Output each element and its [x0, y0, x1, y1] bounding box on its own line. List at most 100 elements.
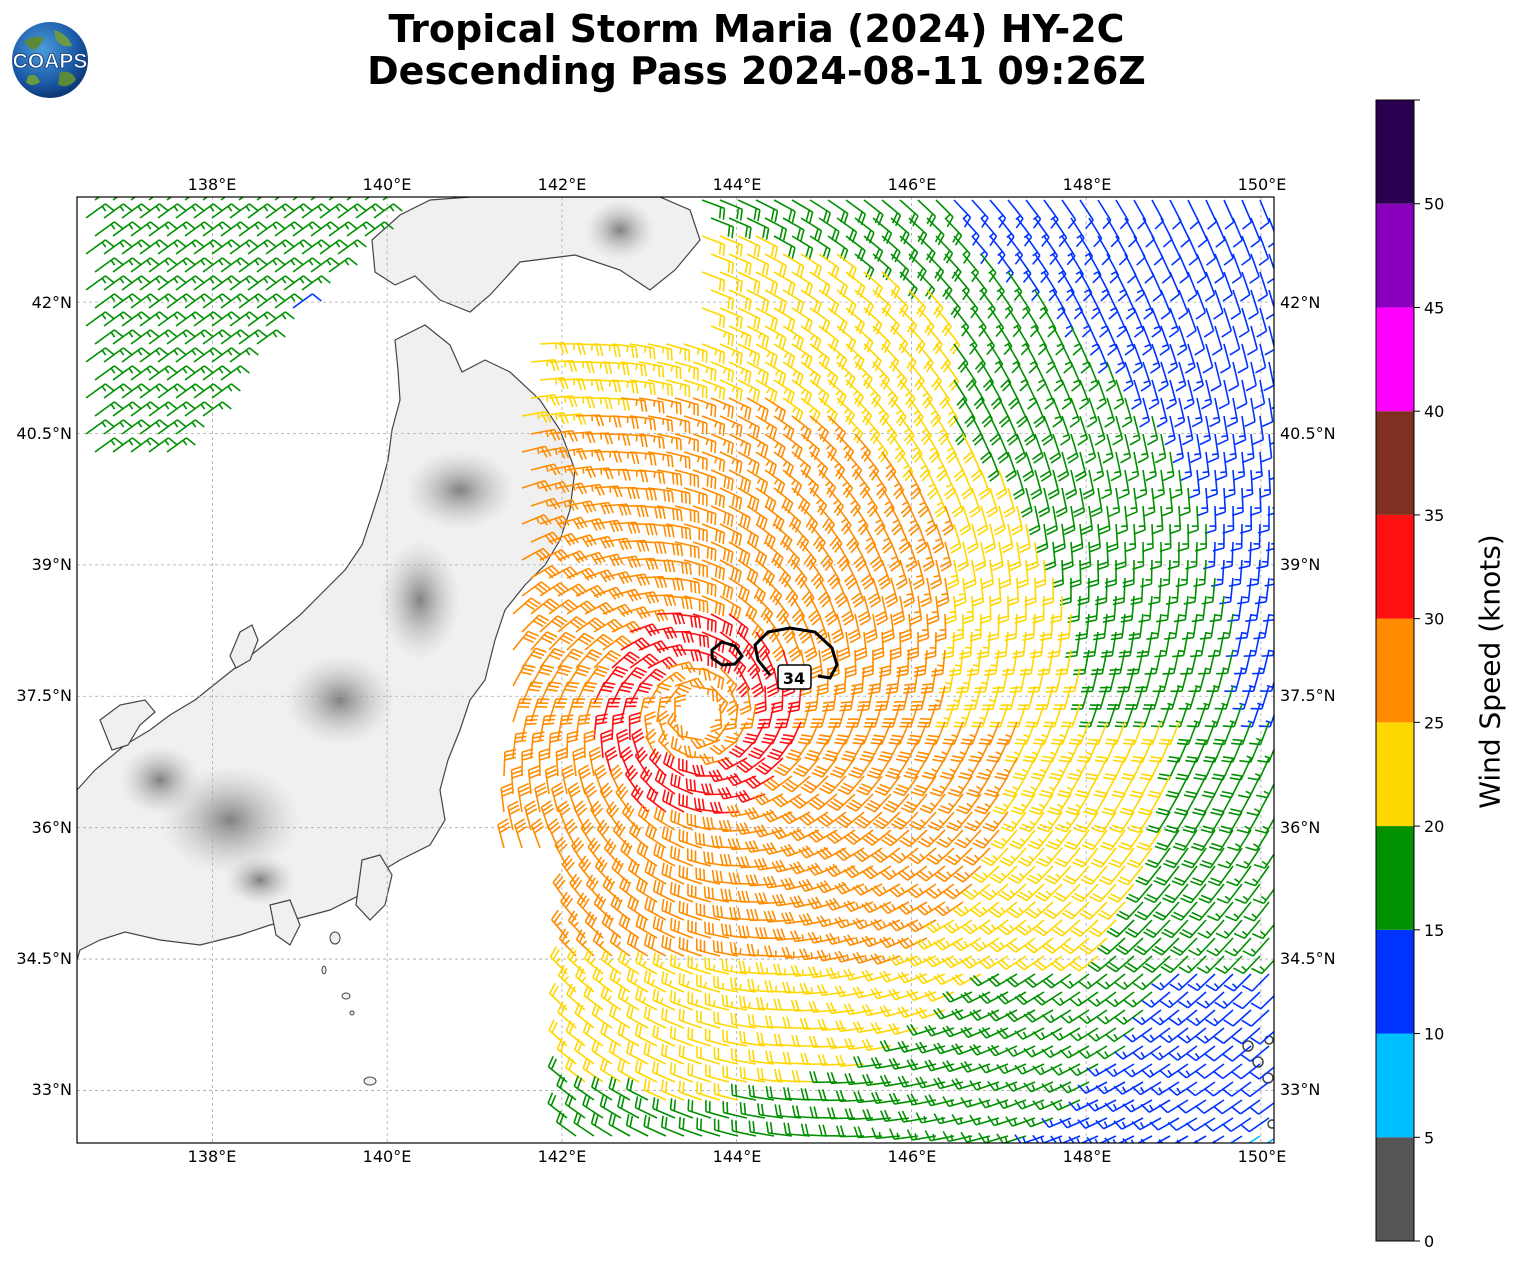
wind-barb	[692, 433, 717, 454]
wind-barb	[764, 289, 787, 313]
lon-tick-bottom-148: 148°E	[1063, 1147, 1112, 1166]
wind-barb	[890, 433, 906, 463]
colorbar-bin	[1376, 1033, 1414, 1138]
wind-barb	[719, 451, 743, 474]
wind-barb	[890, 253, 910, 281]
wind-barb	[1225, 433, 1237, 463]
wind-barb	[1140, 361, 1152, 392]
wind-barb	[845, 379, 864, 408]
wind-barb	[764, 253, 787, 277]
wind-barb	[926, 397, 942, 428]
wind-barb	[737, 235, 761, 258]
lat-tick-right-36: 36°N	[1280, 818, 1320, 837]
wind-barb	[818, 217, 840, 243]
wind-barb	[1265, 289, 1274, 320]
wind-barb	[1070, 325, 1083, 356]
wind-barb	[962, 433, 975, 464]
wind-barb	[737, 379, 761, 403]
wind-barb	[908, 217, 928, 245]
wind-barb	[1201, 379, 1213, 410]
wind-barb	[1223, 199, 1235, 230]
wind-barb	[629, 379, 656, 396]
wind-barb	[755, 379, 778, 404]
wind-barb	[1016, 397, 1028, 428]
colorbar-tick-label: 25	[1424, 713, 1444, 732]
wind-barb	[665, 343, 690, 362]
wind-barb	[1193, 361, 1205, 392]
lon-tick-bottom-140: 140°E	[363, 1147, 412, 1166]
wind-barb	[1183, 379, 1195, 410]
lat-tick-left-36: 36°N	[32, 818, 72, 837]
wind-barb	[764, 397, 787, 422]
wind-barb	[1162, 451, 1175, 482]
wind-barb	[1137, 433, 1149, 464]
wind-barb	[683, 415, 708, 435]
wind-barb	[854, 325, 874, 353]
wind-barb	[1088, 361, 1099, 392]
wind-barb	[701, 343, 726, 364]
wind-barb	[782, 361, 804, 387]
wind-barb	[1168, 307, 1180, 338]
wind-barb	[1209, 397, 1221, 428]
wind-barb	[989, 415, 1002, 446]
wind-barb	[1258, 235, 1270, 266]
wind-barb	[746, 397, 769, 421]
wind-barb	[683, 451, 708, 471]
wind-barb	[746, 217, 770, 240]
wind-barb	[1115, 343, 1126, 374]
wind-barb	[1057, 451, 1070, 482]
wind-barb	[602, 433, 631, 446]
plot-title: Tropical Storm Maria (2024) HY-2C Descen…	[0, 8, 1513, 92]
wind-barb	[1245, 361, 1257, 392]
wind-barb	[1104, 397, 1116, 428]
wind-barb	[908, 361, 925, 391]
wind-barb	[997, 433, 1010, 464]
wind-barb	[863, 451, 880, 481]
wind-barb	[701, 451, 726, 473]
wind-barb	[791, 307, 813, 333]
wind-barb	[1176, 325, 1188, 356]
colorbar-bin	[1376, 514, 1414, 619]
wind-barb	[746, 361, 769, 385]
wind-barb	[881, 451, 897, 481]
wind-barb	[782, 217, 805, 242]
wind-barb	[872, 289, 892, 317]
wind-barb	[1199, 415, 1212, 446]
wind-barb	[773, 271, 796, 296]
title-line-2: Descending Pass 2024-08-11 09:26Z	[367, 49, 1146, 93]
wind-barb	[1060, 415, 1071, 446]
wind-barb	[1248, 289, 1259, 320]
wind-barb	[944, 325, 961, 355]
coaps-logo: COAPS	[12, 22, 88, 98]
wind-barb	[791, 271, 814, 296]
wind-barb	[719, 199, 743, 221]
wind-barb	[755, 307, 778, 331]
wind-barb	[719, 415, 743, 438]
wind-barb	[683, 343, 708, 363]
wind-barb	[755, 271, 779, 295]
wind-barb	[1159, 325, 1170, 356]
wind-barb	[719, 343, 743, 365]
wind-barb	[755, 235, 779, 259]
wind-barb	[773, 235, 796, 259]
lon-tick-top-150: 150°E	[1238, 175, 1287, 194]
wind-barb	[1169, 199, 1182, 230]
wind-barb	[710, 361, 735, 383]
wind-barb	[1088, 289, 1101, 320]
wind-barb	[1124, 325, 1135, 356]
wind-barb	[1147, 415, 1159, 446]
lon-tick-bottom-142: 142°E	[538, 1147, 587, 1166]
wind-barb	[1178, 217, 1191, 248]
wind-barb	[710, 253, 735, 275]
wind-barb	[1102, 433, 1114, 464]
wind-barb	[1149, 343, 1161, 374]
wind-barb	[989, 379, 1003, 410]
wind-barb	[1196, 253, 1207, 284]
wind-barb	[917, 379, 933, 409]
wind-barb	[800, 217, 823, 242]
wind-barb	[1066, 433, 1079, 464]
wind-barb	[1204, 271, 1216, 302]
wind-barb	[1217, 415, 1229, 446]
wind-barb	[530, 428, 561, 441]
wind-barb	[935, 343, 952, 373]
